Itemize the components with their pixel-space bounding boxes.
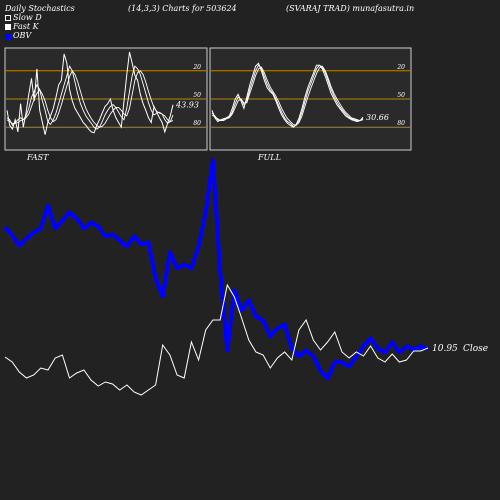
fast-tick-label: 50 — [193, 92, 201, 99]
obv-line — [3, 158, 429, 380]
full-slow-d-line — [211, 65, 364, 126]
close-value-label: 10.95 — [432, 344, 458, 354]
fast-tick-label: 20 — [192, 64, 201, 71]
obv-swatch-icon — [5, 32, 11, 39]
legend-item-slow-d: Slow D — [5, 13, 42, 22]
fast-slow-d-line — [6, 69, 174, 128]
full-tick-label: 20 — [396, 64, 405, 71]
full-tick-label: 50 — [397, 92, 405, 99]
legend-label-obv: OBV — [13, 31, 32, 40]
legend-label-fast-k: Fast K — [13, 22, 39, 31]
full-slow-k-line — [211, 64, 364, 127]
fast-tick-label: 80 — [193, 120, 201, 127]
full-fast-k-line — [211, 62, 364, 128]
close-price-line — [4, 283, 429, 396]
header-source: (SVARAJ TRAD) munafasutra.in — [286, 4, 415, 13]
full-tick-label: 80 — [397, 120, 405, 127]
fast-last-value-label: 43.93 — [175, 101, 199, 110]
slow-d-swatch-icon — [5, 14, 11, 21]
legend-item-fast-k: Fast K — [5, 22, 42, 31]
fast-panel-title: FAST — [26, 153, 49, 162]
full-last-value-label: 30.66 — [366, 113, 389, 122]
legend: Slow D Fast K OBV — [5, 13, 42, 40]
close-label: Close — [463, 344, 488, 354]
legend-label-slow-d: Slow D — [13, 13, 42, 22]
full-panel-title: FULL — [257, 153, 281, 162]
fast-fast-k-line — [6, 51, 174, 135]
fast-k-swatch-icon — [5, 23, 11, 30]
fast-slow-k-line — [6, 64, 174, 130]
header-title: Daily Stochastics — [5, 4, 75, 13]
header-params: (14,3,3) Charts for 503624 — [128, 4, 237, 13]
legend-item-obv: OBV — [5, 31, 42, 40]
